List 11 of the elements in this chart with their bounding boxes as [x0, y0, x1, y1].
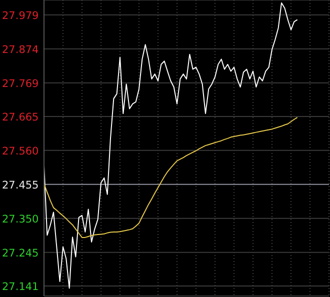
y-tick-label: 27.560 [2, 145, 39, 158]
y-tick-label: 27.874 [2, 44, 40, 56]
y-tick-label: 27.769 [2, 78, 39, 90]
y-tick-label: 27.665 [2, 111, 39, 124]
y-tick-label: 27.141 [2, 280, 39, 293]
line-series [44, 116, 298, 238]
y-tick-label: 27.455 [2, 179, 39, 192]
y-tick-label: 27.245 [2, 247, 39, 260]
line-series [44, 2, 298, 289]
y-tick-label: 27.350 [2, 213, 39, 226]
y-tick-label: 27.979 [2, 10, 39, 22]
